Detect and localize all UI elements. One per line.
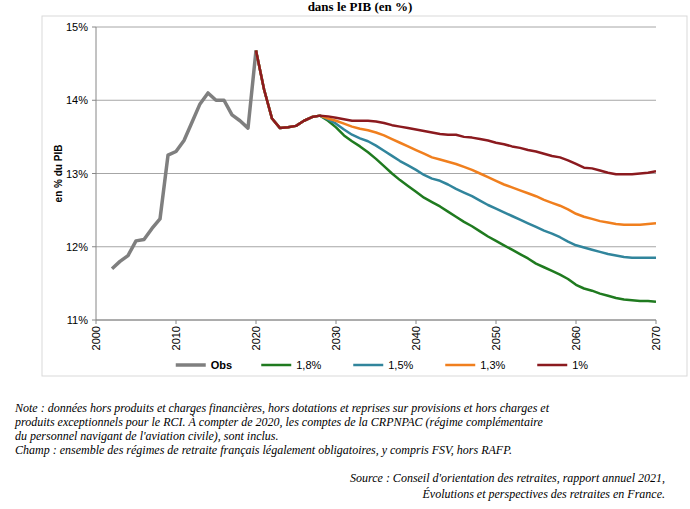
y-tick <box>92 320 96 321</box>
x-tick-label: 2000 <box>90 326 102 350</box>
x-tick-label: 2010 <box>170 326 182 350</box>
x-tick-label: 2050 <box>490 326 502 350</box>
grid-line <box>96 173 656 174</box>
x-tick <box>416 320 417 324</box>
x-axis <box>96 320 656 321</box>
grid-line <box>96 27 656 28</box>
series-line <box>256 50 656 301</box>
x-tick-label: 2060 <box>570 326 582 350</box>
title: dans le PIB (en %) <box>308 0 413 14</box>
x-tick <box>256 320 257 324</box>
grid-line <box>96 246 656 247</box>
series-line <box>256 50 656 174</box>
source: Source : Conseil d'orientation des retra… <box>350 471 665 485</box>
x-tick <box>496 320 497 324</box>
legend-label: 1,8% <box>296 359 321 371</box>
chart-frame <box>42 16 687 376</box>
legend-swatch <box>261 364 291 367</box>
y-tick <box>92 173 96 174</box>
y-tick-label: 15% <box>66 21 88 33</box>
series-line <box>112 50 256 268</box>
series-line <box>256 50 656 224</box>
legend-swatch <box>176 363 206 367</box>
x-tick <box>576 320 577 324</box>
chart: dans le PIB (en %) 11% 12% 13% 14% 15% en % du… <box>0 0 690 509</box>
legend-swatch <box>445 364 475 367</box>
y-tick <box>92 246 96 247</box>
x-tick <box>176 320 177 324</box>
y-tick-label: 13% <box>66 168 88 180</box>
legend-label: Obs <box>211 359 232 371</box>
note: produits exceptionnels pour le RCI. À co… <box>14 415 543 429</box>
x-tick-label: 2070 <box>650 326 662 350</box>
y-axis <box>96 27 97 320</box>
legend-label: 1,5% <box>388 359 413 371</box>
x-tick-label: 2030 <box>330 326 342 350</box>
y-tick-label: 14% <box>66 94 88 106</box>
plot-area <box>112 50 656 301</box>
note: du personnel navigant de l'aviation civi… <box>15 429 279 443</box>
y-tick-label: 12% <box>66 241 88 253</box>
y-tick <box>92 27 96 28</box>
grid-line <box>96 320 656 321</box>
y-axis-label: en % du PIB <box>53 145 64 203</box>
grid-line <box>96 100 656 101</box>
x-tick <box>96 320 97 324</box>
y-tick <box>92 100 96 101</box>
x-tick-label: 2040 <box>410 326 422 350</box>
legend-label: 1,3% <box>480 359 505 371</box>
series-line <box>256 50 656 257</box>
x-tick <box>336 320 337 324</box>
note: Champ : ensemble des régimes de retraite… <box>15 443 512 457</box>
note: Note : données hors produits et charges … <box>14 401 550 415</box>
y-tick-label: 11% <box>67 314 88 326</box>
legend-swatch <box>353 364 383 367</box>
source: Évolutions et perspectives des retraites… <box>422 487 666 501</box>
x-tick <box>656 320 657 324</box>
legend-swatch <box>537 364 567 367</box>
x-tick-label: 2020 <box>250 326 262 350</box>
legend-label: 1% <box>572 359 588 371</box>
